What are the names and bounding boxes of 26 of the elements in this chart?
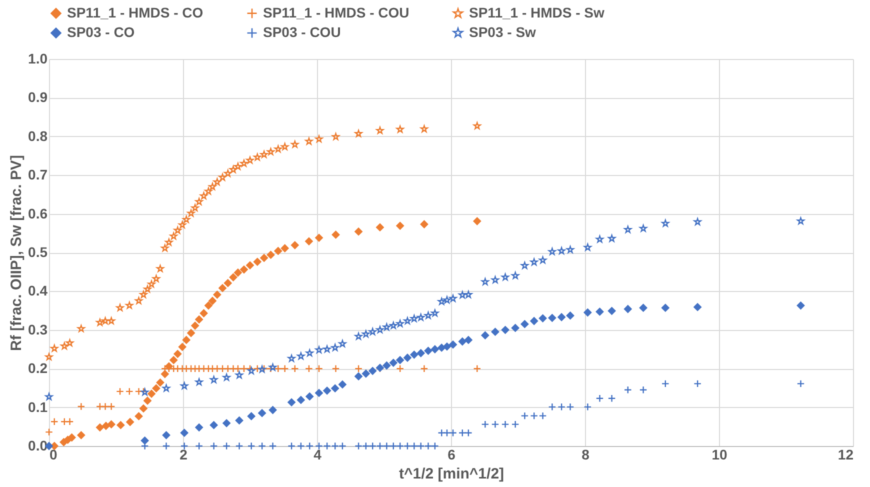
x-tick-label: 10 [712,446,728,462]
legend-label: SP03 - COU [263,24,341,40]
x-tick-label: 2 [180,446,188,462]
legend-label: SP03 - Sw [469,24,536,40]
y-tick-label: 0.2 [28,360,48,376]
x-axis-title: t^1/2 [min^1/2] [398,466,504,482]
x-tick-label: 0 [50,446,58,462]
y-tick-label: 0.1 [28,398,48,415]
y-tick-label: 0.9 [28,89,48,106]
legend-label: SP03 - CO [67,24,135,40]
x-tick-label: 12 [838,446,854,462]
y-tick-label: 0.3 [28,321,48,338]
x-tick-label: 8 [582,446,590,462]
legend-label: SP11_1 - HMDS - Sw [469,4,604,20]
y-axis-title: Rf [frac. OIIP], Sw [frac. PV] [8,155,26,351]
y-tick-label: 0.0 [28,438,48,454]
y-tick-label: 0.8 [28,128,48,144]
y-tick-label: 0.7 [28,166,48,183]
y-tick-label: 1.0 [28,50,48,66]
y-tick-label: 0.4 [28,282,48,299]
legend-label: SP11_1 - HMDS - COU [263,4,410,20]
y-tick-label: 0.5 [28,244,48,260]
x-tick-label: 6 [448,446,456,462]
y-tick-label: 0.6 [28,205,48,222]
x-tick-label: 4 [314,446,322,462]
legend-label: SP11_1 - HMDS - CO [67,4,204,20]
